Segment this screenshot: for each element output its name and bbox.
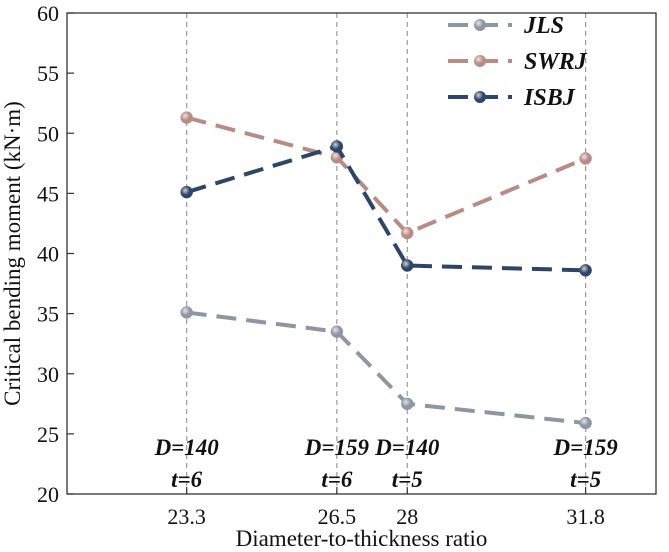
legend-label: SWRJ: [524, 49, 588, 75]
legend-label: JLS: [523, 13, 564, 39]
data-point: [401, 226, 414, 240]
data-point: [180, 111, 193, 124]
y-tick-label: 60: [37, 1, 59, 26]
series-group: [180, 111, 592, 430]
gridlines: [186, 13, 587, 494]
data-point: [330, 325, 344, 338]
y-tick-label: 25: [37, 422, 59, 447]
y-tick-label: 50: [37, 121, 59, 146]
series-line-jls: [186, 310, 586, 426]
x-tick-label: 26.5: [318, 504, 357, 529]
axes: 20 25 30 35 40 45 50 55 60 23.3 26.5 28 31.8: [37, 1, 605, 529]
y-tick-label: 35: [37, 302, 59, 327]
data-point: [330, 140, 344, 153]
legend-swatch-marker: [474, 55, 486, 67]
data-point: [401, 397, 414, 411]
series-isbj: [180, 140, 592, 277]
legend-item-isbj: ISBJ: [448, 85, 576, 111]
legend-item-swrj: SWRJ: [448, 49, 588, 75]
y-axis-title: Critical bending moment (kN·m): [0, 101, 25, 406]
x-tick-label: 31.8: [566, 504, 605, 529]
annotation-line1: D=140: [154, 435, 220, 460]
legend-swatch-marker: [474, 91, 486, 103]
annotation-line1: D=159: [304, 435, 370, 460]
data-point: [401, 259, 414, 272]
series-jls: [180, 306, 592, 430]
annotation-line1: D=140: [374, 435, 440, 460]
data-point: [579, 152, 592, 165]
data-point: [579, 416, 592, 430]
legend-label: ISBJ: [523, 85, 576, 111]
y-tick-label: 55: [37, 61, 59, 86]
data-point: [180, 306, 193, 319]
legend-item-jls: JLS: [448, 13, 564, 39]
x-tick-label: 23.3: [167, 504, 206, 529]
series-swrj: [180, 111, 592, 240]
legend-swatch-marker: [474, 19, 486, 31]
x-tick-label: 28: [396, 504, 418, 529]
y-tick-label: 40: [37, 242, 59, 267]
series-line-isbj: [186, 144, 586, 273]
data-point: [180, 185, 193, 199]
data-point: [579, 264, 592, 277]
y-tick-label: 45: [37, 181, 59, 206]
y-tick-label: 20: [37, 482, 59, 507]
series-line-swrj: [186, 115, 587, 236]
y-tick-label: 30: [37, 362, 59, 387]
annotation-line1: D=159: [552, 435, 618, 460]
legend: JLS SWRJ ISBJ: [448, 13, 588, 111]
x-axis-title: Diameter-to-thickness ratio: [236, 526, 488, 551]
